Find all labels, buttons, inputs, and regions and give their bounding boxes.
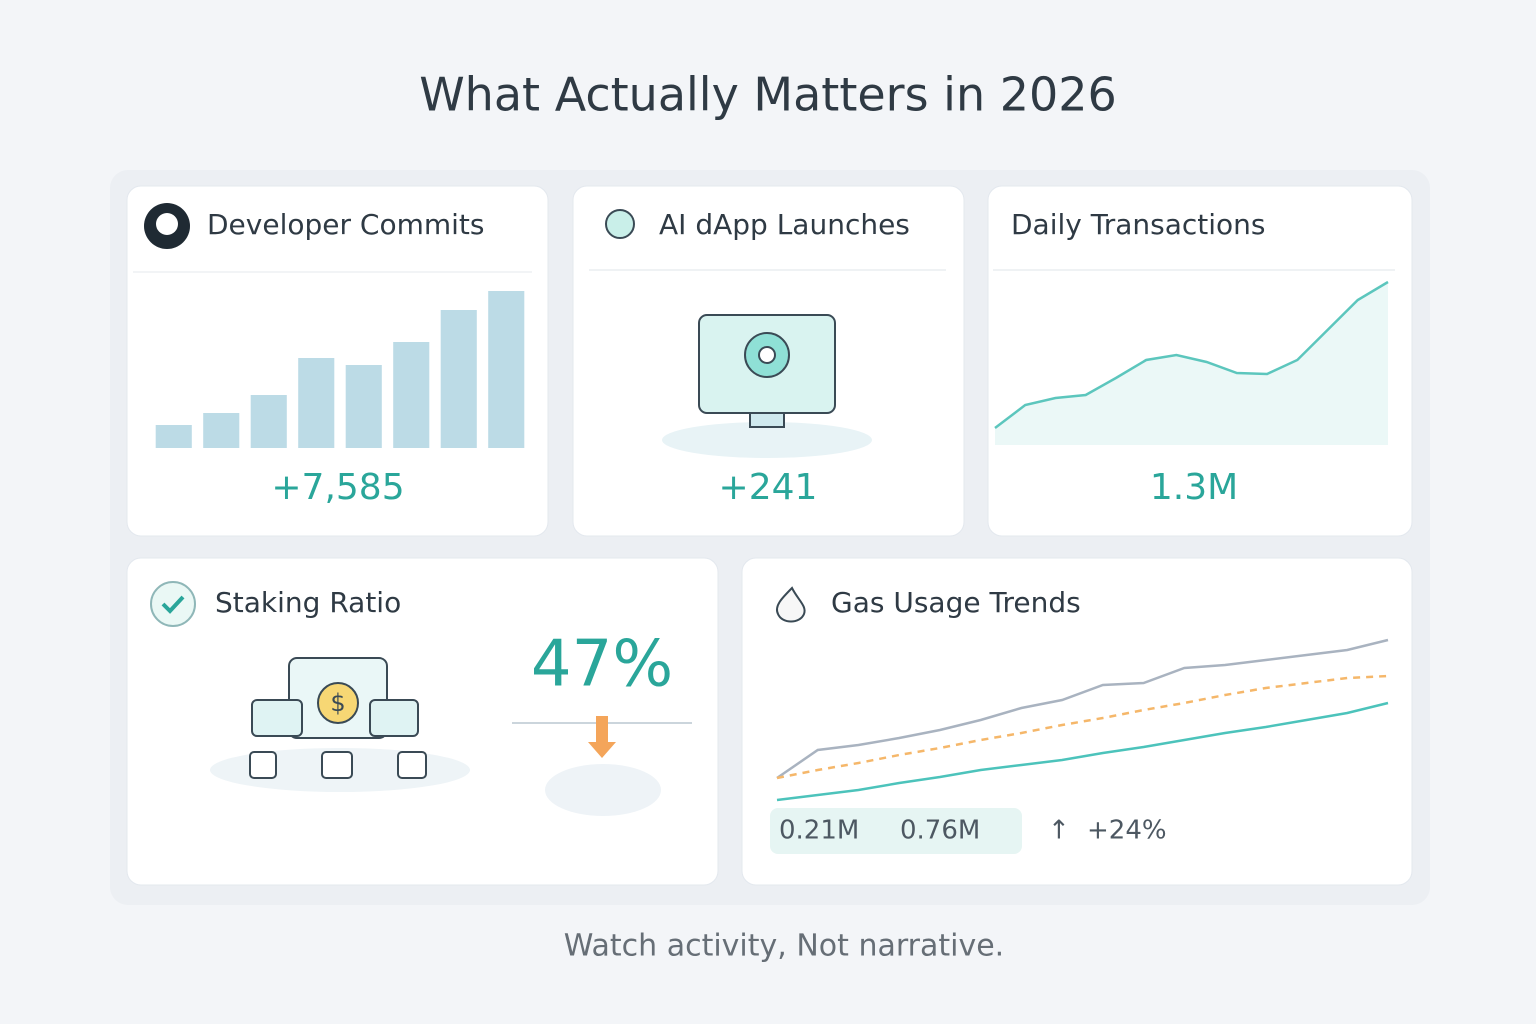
line [994,280,1389,429]
bar [440,310,477,448]
card-value: 1.3M [1150,467,1238,508]
footer: Watch activity, Not narrative. [564,929,1004,964]
card-icon [251,699,303,737]
line [776,638,1389,780]
stat-box [770,808,1022,854]
base [545,764,661,816]
stat-arrow: ↑ [1048,816,1070,846]
page-title: What Actually Matters in 2026 [419,68,1117,122]
card-icon [369,699,419,737]
bar [155,425,192,448]
ai-icon [605,209,635,239]
stat: +24% [1087,816,1167,846]
lock [397,751,427,779]
coin [317,682,359,724]
card-title: Developer Commits [207,208,484,241]
coin-symbol: $ [330,689,345,717]
card-title: Gas Usage Trends [831,586,1081,619]
card-value: +241 [719,467,818,508]
bar [203,413,240,448]
area [995,282,1388,445]
bar [393,342,430,448]
monitor-stand [749,412,785,428]
lock [249,751,277,779]
gear-hole [758,346,776,364]
bar [345,365,382,448]
check-mark [161,595,185,614]
lock [321,751,353,779]
card-title: AI dApp Launches [659,208,910,241]
card-value: 47% [531,628,673,702]
card-value: +7,585 [271,467,404,508]
card-title: Daily Transactions [1011,208,1266,241]
line [776,701,1389,802]
stat: 0.76M [900,816,980,846]
stat: 0.21M [779,816,859,846]
down-arrow [588,716,616,758]
shadow [662,422,872,458]
card [126,185,549,537]
card-title: Staking Ratio [215,586,401,619]
gas-icon [776,586,806,623]
bar [488,291,525,448]
check-icon [150,581,196,627]
github-icon-inner [156,213,178,235]
bar [298,358,335,448]
bar [250,395,287,448]
